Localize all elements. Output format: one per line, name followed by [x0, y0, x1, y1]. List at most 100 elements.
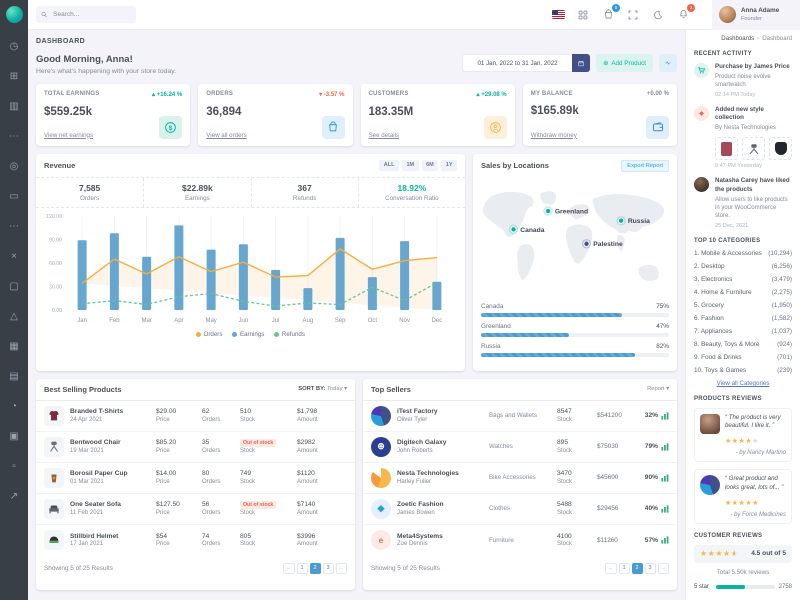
- sidebar-item-widgets[interactable]: ▢: [0, 278, 28, 295]
- stat-delta: ▾ -3.57 %: [319, 91, 345, 98]
- range-6m-button[interactable]: 6M: [421, 159, 439, 171]
- table-row[interactable]: ⊕ Digitech Galaxy John Roberts Watches 89…: [363, 432, 677, 463]
- seller-person: Oliver Tyler: [397, 416, 428, 423]
- activity-item[interactable]: ◆ Added new style collection By Nesta Te…: [694, 106, 792, 169]
- stat-card-orders: ORDERS ▾ -3.57 % 36,894 View all orders: [198, 83, 353, 146]
- seller-stock: 895: [557, 439, 569, 447]
- bag-thumb[interactable]: [769, 137, 792, 161]
- product-date: 17 Jan 2021: [70, 541, 104, 548]
- table-row[interactable]: ◆ Zoetic Fashion James Bowen Clothes 5488…: [363, 494, 677, 525]
- app-logo[interactable]: [5, 6, 23, 23]
- cell-price: $54: [156, 532, 168, 540]
- add-product-button[interactable]: ⊕ Add Product: [596, 54, 653, 72]
- user-menu[interactable]: Anna Adame Founder: [712, 0, 800, 30]
- prev-page-button[interactable]: ←: [605, 562, 617, 574]
- sidebar-item-pages-more[interactable]: ⋯: [0, 128, 28, 145]
- table-row[interactable]: Bentwood Chair 19 Mar 2021 $85.20 Price 35…: [36, 432, 355, 463]
- list-item[interactable]: 2. Desktop (6,256): [694, 262, 792, 270]
- sidebar-item-pages[interactable]: ▭: [0, 188, 28, 205]
- jacket-thumb[interactable]: [715, 137, 738, 161]
- stat-link[interactable]: View all orders: [206, 131, 247, 139]
- list-item[interactable]: 3. Electronics (3,479): [694, 275, 792, 283]
- sort-by-dropdown[interactable]: SORT BY: Today ▾: [298, 386, 347, 392]
- review-card[interactable]: “ Great product and looks great, lots of…: [694, 469, 792, 524]
- breakdown-count: 2758: [778, 583, 792, 590]
- list-item[interactable]: 1. Mobile & Accessories (10,294): [694, 249, 792, 257]
- sidebar-item-base-ui[interactable]: ×: [0, 248, 28, 265]
- sidebar-item-authentication[interactable]: ◎: [0, 158, 28, 175]
- top-categories-list: 1. Mobile & Accessories (10,294) 2. Deskt…: [694, 250, 792, 374]
- sidebar-item-forms[interactable]: ▦: [0, 338, 28, 355]
- review-card[interactable]: “ The product is very beautiful. I like …: [694, 407, 792, 463]
- range-1y-button[interactable]: 1Y: [441, 159, 457, 171]
- page-2-button[interactable]: 2: [309, 562, 321, 574]
- notifications-bell-icon[interactable]: 3: [676, 3, 695, 22]
- range-all-button[interactable]: ALL: [379, 159, 399, 171]
- next-page-button[interactable]: →: [657, 562, 669, 574]
- cart-icon[interactable]: 5: [601, 3, 620, 22]
- table-row[interactable]: iTest Factory Oliver Tyler Bags and Walle…: [363, 401, 677, 432]
- page-1-button[interactable]: 1: [618, 562, 630, 574]
- list-item[interactable]: 10. Toys & Games (239): [694, 366, 792, 374]
- fullscreen-icon[interactable]: [626, 8, 640, 22]
- list-item[interactable]: 7. Appliances (1,037): [694, 327, 792, 335]
- sidebar-item-advance-ui[interactable]: △: [0, 308, 28, 325]
- sidebar-item-charts[interactable]: ◔: [0, 398, 28, 415]
- sidebar-item-layouts[interactable]: ▥: [0, 98, 28, 115]
- calendar-button[interactable]: [572, 54, 591, 72]
- seller-category: Watches: [489, 443, 513, 450]
- activity-pulse-button[interactable]: [659, 54, 677, 72]
- sidebar-item-icons[interactable]: ▣: [0, 428, 28, 445]
- kpi-refunds-value: 367: [297, 182, 312, 193]
- list-item[interactable]: 8. Beauty, Toys & More (924): [694, 340, 792, 348]
- stat-link[interactable]: Withdraw money: [530, 131, 577, 139]
- list-item[interactable]: 4. Home & Furniture (2,275): [694, 288, 792, 296]
- page-3-button[interactable]: 3: [322, 562, 334, 574]
- stat-link[interactable]: View net earnings: [44, 131, 94, 139]
- pagination: ← 1 2 3 →: [605, 562, 669, 574]
- breadcrumb-parent[interactable]: Dashboards: [721, 35, 755, 42]
- table-row[interactable]: Branded T-Shirts 24 Apr 2021 $29.00 Price …: [36, 401, 355, 432]
- sidebar-item-components-more[interactable]: ⋯: [0, 218, 28, 235]
- plus-circle-icon: ⊕: [603, 59, 609, 67]
- prev-page-button[interactable]: ←: [283, 562, 295, 574]
- sidebar-item-apps[interactable]: ⊞: [0, 68, 28, 85]
- review-author: - by Nancy Martino: [735, 450, 786, 457]
- list-item[interactable]: 6. Fashion (1,582): [694, 314, 792, 322]
- legend-item-earnings[interactable]: Earnings: [232, 331, 264, 338]
- page-3-button[interactable]: 3: [644, 562, 656, 574]
- table-row[interactable]: e Meta4Systems Zoe Dennis Furniture 4100 S…: [363, 525, 677, 556]
- next-page-button[interactable]: →: [335, 562, 347, 574]
- table-row[interactable]: Borosil Paper Cup 01 Mar 2021 $14.00 Price…: [36, 463, 355, 494]
- sidebar-item-multilevel[interactable]: ↗: [0, 488, 28, 505]
- kpi-earnings-value: $22.89k: [182, 182, 213, 193]
- svg-text:Jul: Jul: [272, 318, 280, 324]
- language-flag-icon[interactable]: [552, 10, 565, 19]
- table-row[interactable]: Stillbird Helmet 17 Jan 2021 $54 Price 74 O…: [36, 525, 355, 556]
- camera-thumb[interactable]: [742, 137, 765, 161]
- table-row[interactable]: Nesta Technologies Harley Fuller Bike Acc…: [363, 463, 677, 494]
- sidebar-item-tables[interactable]: ▤: [0, 368, 28, 385]
- activity-item[interactable]: Natasha Carey have liked the products Al…: [694, 177, 792, 229]
- page-1-button[interactable]: 1: [296, 562, 308, 574]
- date-range-value[interactable]: 01 Jan, 2022 to 31 Jan, 2022: [462, 54, 573, 72]
- dark-mode-icon[interactable]: [651, 8, 665, 22]
- list-item[interactable]: 5. Grocery (1,950): [694, 301, 792, 309]
- apps-grid-icon[interactable]: [576, 8, 590, 22]
- list-item[interactable]: 9. Food & Drinks (701): [694, 353, 792, 361]
- page-title: DASHBOARD: [36, 38, 86, 45]
- global-search: [36, 6, 136, 23]
- export-report-button[interactable]: Export Report: [621, 159, 669, 172]
- sidebar-item-dashboards[interactable]: ◷: [0, 38, 28, 55]
- search-input[interactable]: [51, 10, 131, 19]
- sidebar-item-maps[interactable]: ▫: [0, 458, 28, 475]
- activity-item[interactable]: Purchase by James Price Product noise ev…: [694, 63, 792, 98]
- report-dropdown[interactable]: Report ▾: [647, 386, 669, 392]
- stat-link[interactable]: See details: [368, 131, 400, 139]
- legend-item-orders[interactable]: Orders: [196, 331, 222, 338]
- page-2-button[interactable]: 2: [631, 562, 643, 574]
- legend-item-refunds[interactable]: Refunds: [274, 331, 305, 338]
- range-1m-button[interactable]: 1M: [401, 159, 419, 171]
- table-row[interactable]: One Seater Sofa 11 Feb 2021 $127.50 Price …: [36, 494, 355, 525]
- view-all-categories-link[interactable]: View all Categories: [716, 379, 770, 387]
